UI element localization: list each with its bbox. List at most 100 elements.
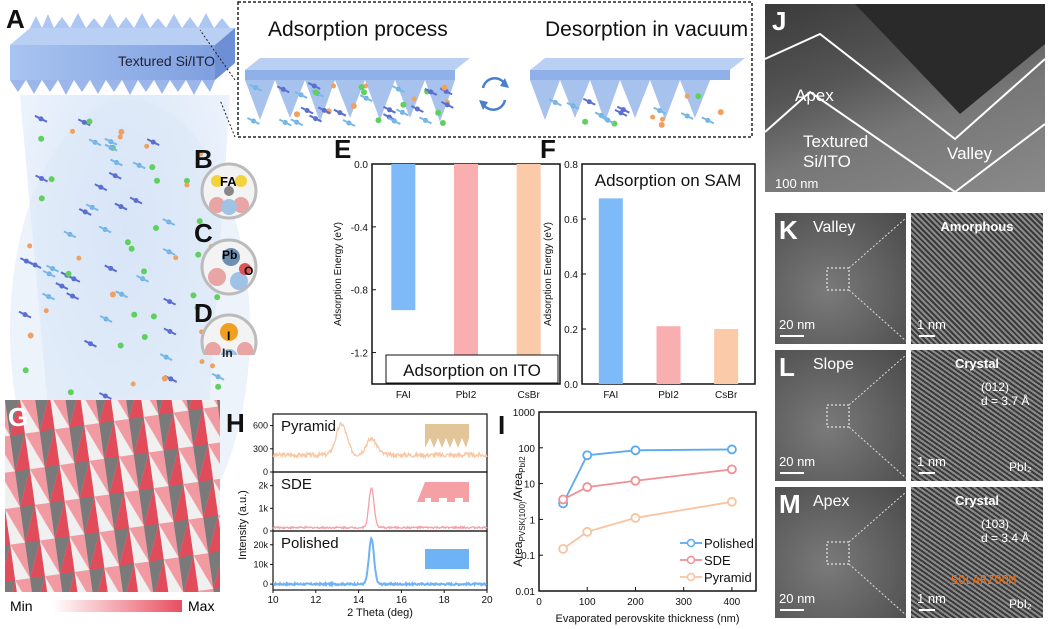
molecule <box>86 118 93 125</box>
atom-in: In <box>222 346 233 360</box>
inset-title-adsorption: Adsorption process <box>268 18 448 41</box>
watermark: SOLARZOOM <box>951 573 1017 587</box>
molecule <box>173 255 179 261</box>
title-box <box>385 354 559 384</box>
x-tick-label: 16 <box>396 595 408 606</box>
point-pyramid <box>558 543 569 554</box>
x-tick-label: 100 <box>579 597 596 608</box>
y-tick-label: 2k <box>258 481 268 491</box>
x-tick-label: 400 <box>724 597 741 608</box>
molecule <box>435 109 442 116</box>
molecule <box>695 93 702 100</box>
d-spacing: d = 3.4 Å <box>981 531 1030 545</box>
panel-label-i: I <box>498 410 506 440</box>
polished-icon <box>425 549 469 569</box>
colorbar-min: Min <box>10 598 33 614</box>
plane-index: (103) <box>981 517 1010 531</box>
y-tick-label: 10k <box>253 559 268 569</box>
panel-label-b: B <box>194 144 213 174</box>
legend-marker <box>686 572 696 582</box>
bar-fai <box>598 198 623 384</box>
molecule <box>199 359 205 365</box>
bar-csbr <box>516 164 541 361</box>
xrd-curve-polished <box>272 535 487 588</box>
scalebar-line <box>919 472 935 474</box>
y-axis-label-part: PVSK(100) <box>518 501 527 541</box>
molecule <box>658 121 665 128</box>
y-tick-label: 20k <box>253 540 268 550</box>
series-label: SDE <box>281 476 312 493</box>
molecule <box>67 389 74 396</box>
chart-title: Adsorption on SAM <box>595 171 741 190</box>
scalebar: 20 nm <box>779 591 816 606</box>
panel-g-strain-map <box>5 400 220 592</box>
molecule <box>293 111 300 118</box>
panel-label-d: D <box>194 298 213 328</box>
x-tick-label: FAI <box>603 390 618 401</box>
x-tick-label: FAI <box>396 390 411 401</box>
panel-l-tem: L Slope 20 nm <box>775 350 906 481</box>
bar-pbi2 <box>656 326 681 384</box>
label-apex: Apex <box>795 86 834 105</box>
scalebar-line <box>780 609 804 611</box>
colorbar-max: Max <box>188 598 215 614</box>
bar-csbr <box>714 329 739 384</box>
molecule <box>582 118 589 125</box>
phase-label: PbI₂ <box>1009 460 1032 474</box>
y-tick-label: -1.2 <box>351 349 369 360</box>
legend-marker <box>686 555 696 565</box>
molecule <box>48 176 55 183</box>
molecule <box>150 313 157 320</box>
y-tick-label: 0.4 <box>564 270 578 281</box>
molecule <box>184 182 190 188</box>
zoom-scalebar: 1 nm <box>917 454 946 469</box>
panel-label-l: L <box>779 352 795 382</box>
molecule <box>210 363 216 369</box>
y-axis-label-part: PbI2 <box>518 456 527 473</box>
molecule <box>43 308 49 314</box>
y-axis-label: AreaPVSK(100)/AreaPbI2 <box>511 456 527 567</box>
molecule <box>400 101 407 108</box>
panel-k-hrtem: Amorphous 1 nm <box>911 213 1043 344</box>
molecule <box>360 89 367 96</box>
y-tick-label: 1 <box>529 515 535 526</box>
molecule <box>183 177 190 184</box>
scalebar: 20 nm <box>779 454 816 469</box>
molecule <box>144 143 150 149</box>
y-tick-label: 600 <box>253 421 268 431</box>
panel-a-inset <box>200 1 753 138</box>
series-label: Polished <box>281 535 339 552</box>
legend-marker <box>686 538 696 548</box>
scalebar-line <box>919 335 935 337</box>
point-polished <box>630 445 641 456</box>
molecule <box>331 83 337 89</box>
molecule <box>196 218 203 225</box>
molecule <box>358 84 365 91</box>
d-spacing: d = 3.7 Å <box>981 394 1030 408</box>
molecule <box>128 245 135 252</box>
point-sde <box>726 464 737 475</box>
x-axis-label: Evaporated perovskite thickness (nm) <box>555 613 739 625</box>
y-tick-label: 1000 <box>513 408 536 419</box>
point-polished <box>582 450 593 461</box>
molecule <box>27 243 33 249</box>
x-tick-label: 0 <box>536 597 542 608</box>
line-polished <box>562 448 732 504</box>
molecule <box>117 342 124 349</box>
legend-label: Pyramid <box>704 570 752 585</box>
pyramid-icon <box>425 424 469 448</box>
point-sde <box>582 482 593 492</box>
molecule <box>117 134 123 140</box>
colorbar <box>52 600 182 612</box>
panel-j-tem: Apex Textured Si/ITO Valley 100 nm <box>765 4 1045 192</box>
y-tick-label: 0.0 <box>564 380 578 391</box>
point-sde <box>630 475 641 486</box>
region-label: Slope <box>813 356 854 373</box>
label-valley: Valley <box>947 144 993 163</box>
panel-label-g: G <box>8 402 29 432</box>
bar-pbi2 <box>454 164 478 364</box>
panel-m-tem: M Apex 20 nm <box>775 487 906 618</box>
x-tick-label: PbI2 <box>456 390 477 401</box>
panel-m-hrtem: Crystal (103) d = 3.4 Å PbI₂ 1 nm SOLARZO… <box>911 487 1043 618</box>
